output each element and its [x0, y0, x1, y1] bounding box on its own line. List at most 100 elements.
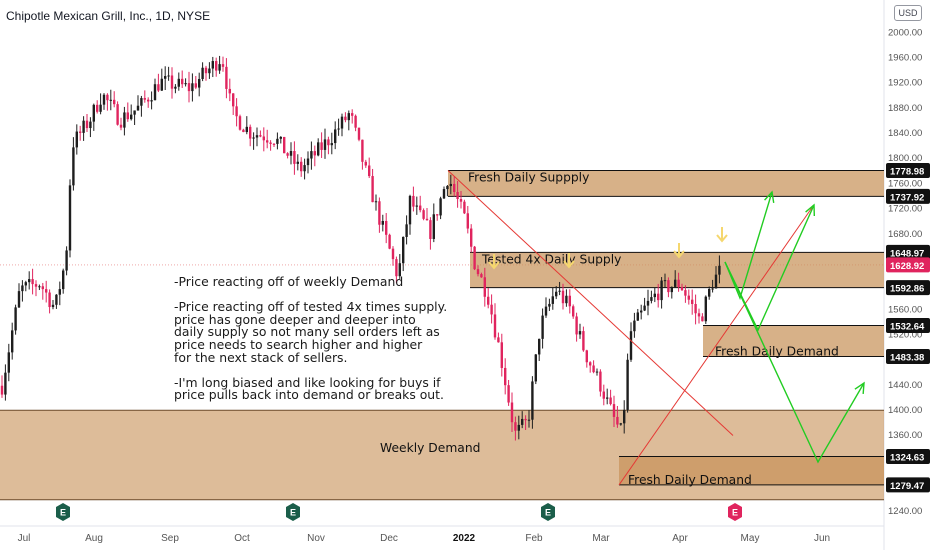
candle [521, 411, 524, 429]
earnings-icon: E [728, 503, 742, 521]
candle [45, 280, 48, 303]
candle-body [487, 296, 490, 305]
y-tick-label: 1560.00 [888, 304, 922, 315]
candle [55, 294, 58, 309]
candle-body [99, 104, 102, 112]
candle [153, 78, 157, 101]
candle [28, 271, 31, 290]
candle-body [422, 210, 425, 219]
earnings-badge [56, 503, 70, 521]
candle [480, 272, 483, 278]
candle-body [136, 105, 140, 111]
x-tick-label: Oct [234, 533, 250, 544]
candle [31, 268, 34, 295]
candle-body [653, 293, 656, 298]
candle [357, 127, 361, 142]
price-label: 1532.64 [886, 318, 930, 334]
y-tick-label: 1760.00 [888, 178, 922, 189]
candle [181, 70, 184, 89]
candle [555, 286, 558, 300]
candle [147, 97, 150, 108]
candle-body [89, 121, 92, 129]
candle-body [28, 279, 31, 283]
candle-body [72, 147, 75, 186]
zone: Tested 4x Daily Supply [470, 251, 884, 289]
candle-body [708, 289, 711, 297]
candle-body [714, 274, 718, 289]
candle-body [449, 183, 452, 187]
candle [619, 422, 622, 426]
candle-body [442, 189, 446, 199]
candle-body [153, 84, 157, 101]
arrow-down-icon [716, 227, 728, 243]
candle-body [126, 112, 129, 120]
candle-body [160, 78, 163, 91]
candle [119, 117, 123, 131]
candle [266, 129, 269, 149]
candle [633, 312, 636, 338]
candle-body [395, 259, 398, 277]
x-tick-label: Apr [672, 533, 688, 544]
candle-body [351, 113, 354, 116]
candle [327, 136, 330, 155]
candle-body [538, 338, 541, 355]
candle-body [317, 142, 320, 156]
candle [544, 297, 548, 318]
candle [51, 300, 55, 310]
candle-body [262, 136, 265, 141]
zone-label: Tested 4x Daily Supply [481, 252, 621, 266]
candle [524, 415, 527, 431]
candle-body [79, 131, 82, 133]
earnings-letter: E [290, 508, 296, 518]
candle-body [174, 86, 177, 89]
candle-body [286, 153, 289, 156]
candle [453, 176, 456, 197]
candle [143, 90, 146, 103]
earnings-letter: E [545, 508, 551, 518]
zone-fill [703, 325, 884, 357]
zone-label: Fresh Daily Demand [715, 345, 839, 359]
candle [249, 124, 252, 147]
candle [714, 266, 718, 289]
candle-body [500, 342, 503, 368]
candle [561, 283, 565, 310]
candle-body [191, 83, 194, 92]
candle [354, 114, 357, 132]
candle-body [51, 304, 55, 308]
candle-body [11, 330, 14, 353]
candle [415, 196, 418, 215]
candle-body [402, 236, 405, 264]
candle [504, 358, 507, 395]
candle [177, 72, 180, 91]
candle-body [143, 98, 146, 100]
candle-body [75, 131, 78, 148]
candle [245, 116, 248, 135]
candle [310, 141, 313, 170]
candle [565, 289, 568, 307]
candle [344, 112, 347, 123]
candle [313, 145, 316, 167]
candle-body [408, 195, 412, 225]
candle [585, 349, 588, 368]
candle [527, 410, 531, 428]
candle [616, 405, 619, 428]
zone-fill [619, 456, 884, 485]
x-tick-label: Nov [307, 533, 325, 544]
candle [85, 114, 89, 133]
candle-body [470, 228, 473, 247]
candle [17, 283, 21, 309]
candle-body [130, 114, 133, 120]
candle-body [255, 135, 259, 138]
candle-body [429, 220, 432, 239]
candle [609, 389, 612, 406]
candle-body [368, 165, 371, 177]
candle [191, 73, 194, 102]
candle [582, 326, 585, 352]
candle [320, 132, 323, 158]
candle [442, 186, 446, 199]
currency-badge[interactable]: USD [894, 5, 922, 21]
candle [228, 78, 231, 102]
candle [701, 313, 704, 322]
note-line: price has gone deeper and deeper into [174, 311, 416, 327]
candle [459, 190, 463, 209]
